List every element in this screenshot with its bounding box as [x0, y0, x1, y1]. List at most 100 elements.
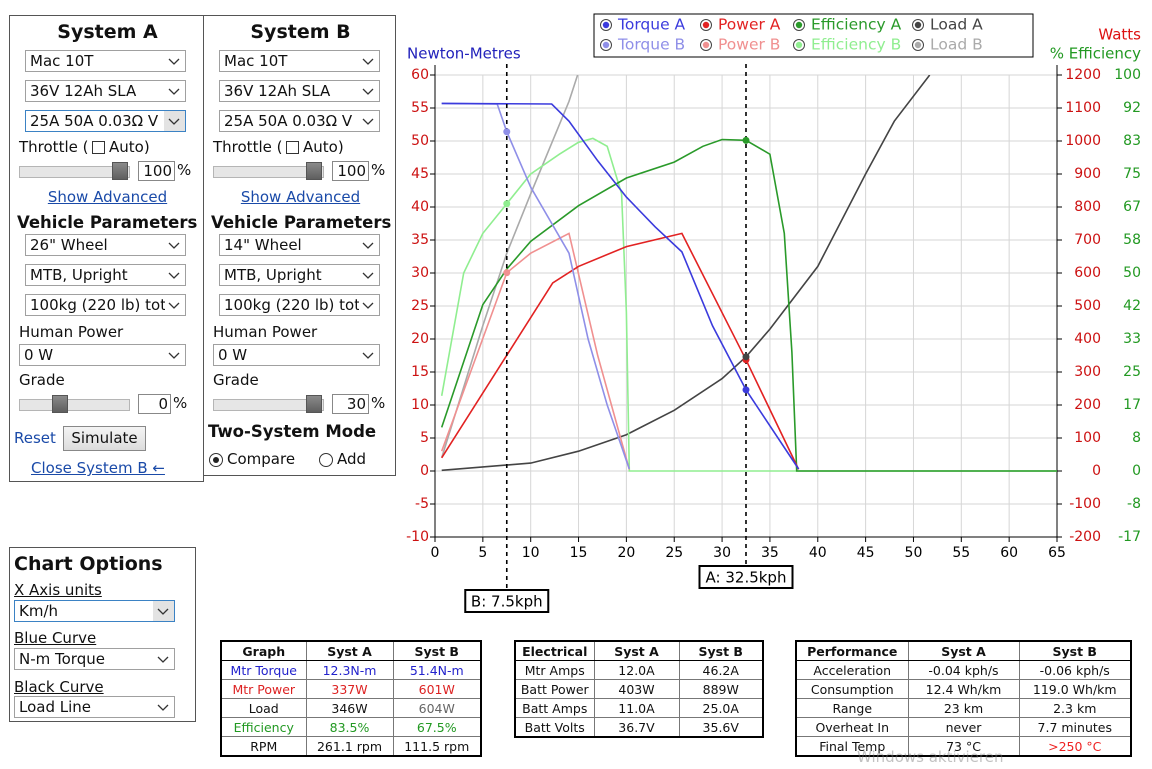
dropdown-arrow — [168, 58, 180, 65]
cursor-marker — [742, 386, 750, 394]
dropdown-button — [164, 111, 185, 131]
legend-label: Torque A — [617, 16, 686, 34]
auto-checkbox[interactable] — [286, 141, 299, 154]
y2-tick-label: 700 — [1074, 232, 1101, 248]
dropdown-value: 0 W — [24, 346, 54, 364]
slider[interactable] — [213, 395, 324, 413]
reset-link[interactable]: Reset — [14, 429, 56, 447]
cursor-marker — [742, 136, 750, 144]
y2-tick-label: 1200 — [1065, 67, 1101, 83]
y2-tick-label: 400 — [1074, 331, 1101, 347]
dropdown[interactable]: 36V 12Ah SLA — [25, 80, 186, 102]
y-tick-label: 5 — [420, 430, 429, 446]
auto-checkbox[interactable] — [92, 141, 105, 154]
percent-sign: % — [177, 161, 192, 179]
header-row: Performance Syst A Syst B — [795, 640, 1132, 661]
text-input[interactable]: 100 — [138, 161, 175, 181]
dropdown-value: 25A 50A 0.03Ω V — [224, 112, 353, 130]
dropdown[interactable]: Mac 10T — [25, 50, 186, 72]
dropdown[interactable]: Mac 10T — [219, 50, 380, 72]
section-title: Vehicle Parameters — [211, 213, 392, 232]
show-advanced-link[interactable]: Show Advanced — [240, 188, 361, 206]
cursor-label: A: 32.5kph — [706, 569, 787, 587]
slider-track — [213, 166, 324, 178]
add-label: Add — [337, 450, 367, 468]
arrow-shape — [362, 242, 374, 249]
y3-tick-label: -17 — [1118, 529, 1141, 545]
legend-label: Efficiency A — [811, 16, 902, 34]
dropdown-arrow — [168, 118, 180, 125]
table-cell: 604W — [392, 698, 482, 718]
dropdown[interactable]: 100kg (220 lb) tot — [25, 294, 186, 316]
slider-thumb — [306, 395, 322, 413]
x-tick-label: 55 — [952, 545, 970, 561]
table-row: Final Temp 73 °C >250 °C — [795, 736, 1132, 757]
percent-sign: % — [371, 161, 386, 179]
text-input[interactable]: 0 — [138, 394, 171, 414]
close-system-b-link[interactable]: Close System B ← — [31, 459, 165, 477]
slider[interactable] — [19, 162, 130, 180]
dropdown[interactable]: 26" Wheel — [25, 234, 186, 256]
y3-axis-title: % Efficiency — [1050, 45, 1141, 63]
table-row: Consumption 12.4 Wh/km 119.0 Wh/km — [795, 679, 1132, 699]
text-input[interactable]: 30 — [332, 394, 369, 414]
legend-swatch — [914, 21, 922, 29]
table-cell: 889W — [678, 679, 764, 699]
cursor-marker — [503, 269, 511, 277]
x-tick-label: 10 — [522, 545, 540, 561]
x-tick-label: 30 — [713, 545, 731, 561]
table-cell: -0.06 kph/s — [1018, 660, 1132, 680]
dropdown-arrow — [157, 656, 169, 663]
y-tick-label: 15 — [411, 364, 429, 380]
table-row: Load 346W 604W — [220, 698, 482, 718]
table-cell: 119.0 Wh/km — [1018, 679, 1132, 699]
dropdown[interactable]: 25A 50A 0.03Ω V — [219, 110, 380, 132]
table-row: Range 23 km 2.3 km — [795, 698, 1132, 718]
y3-tick-label: 83 — [1123, 133, 1141, 149]
slider[interactable] — [19, 395, 130, 413]
slider[interactable] — [213, 162, 324, 180]
table-row: Mtr Amps 12.0A 46.2A — [514, 660, 764, 680]
y-tick-label: 50 — [411, 133, 429, 149]
arrow-shape — [157, 704, 169, 711]
dropdown-value: MTB, Upright — [224, 266, 322, 284]
dropdown[interactable]: MTB, Upright — [25, 264, 186, 286]
dropdown[interactable]: 100kg (220 lb) tot — [219, 294, 380, 316]
slider-track — [19, 166, 130, 178]
dropdown-arrow — [168, 242, 180, 249]
y2-tick-label: 900 — [1074, 166, 1101, 182]
dropdown[interactable]: N-m Torque — [14, 648, 175, 670]
radio-button[interactable] — [319, 453, 333, 467]
grade-label: Grade — [19, 371, 65, 389]
show-advanced-link[interactable]: Show Advanced — [47, 188, 168, 206]
table-cell: 36.7V — [593, 717, 680, 738]
dropdown[interactable]: Km/h — [14, 600, 175, 622]
text-input[interactable]: 100 — [332, 161, 369, 181]
legend-label: Load B — [930, 36, 983, 54]
grade-label: Grade — [213, 371, 259, 389]
mode-title: Two-System Mode — [208, 422, 377, 441]
dropdown-arrow — [362, 272, 374, 279]
x-tick-label: 50 — [905, 545, 923, 561]
dropdown[interactable]: MTB, Upright — [219, 264, 380, 286]
dropdown[interactable]: 14" Wheel — [219, 234, 380, 256]
arrow-shape — [168, 242, 180, 249]
cursor-label: B: 7.5kph — [471, 593, 543, 611]
percent-sign: % — [173, 394, 188, 412]
table-cell: 67.5% — [392, 717, 482, 737]
y2-axis-title: Watts — [1098, 26, 1141, 44]
dropdown-arrow — [362, 242, 374, 249]
dropdown[interactable]: 0 W — [213, 344, 380, 366]
y-tick-label: 45 — [411, 166, 429, 182]
dropdown-value: 25A 50A 0.03Ω V — [30, 112, 159, 130]
radio-button[interactable] — [209, 453, 223, 467]
table-cell: 11.0A — [593, 698, 680, 718]
dropdown[interactable]: 36V 12Ah SLA — [219, 80, 380, 102]
dropdown[interactable]: Load Line — [14, 696, 175, 718]
arrow-shape — [362, 118, 374, 125]
dropdown-arrow — [168, 88, 180, 95]
dropdown[interactable]: 0 W — [19, 344, 186, 366]
simulate-button[interactable]: Simulate — [63, 426, 146, 451]
y-tick-label: 40 — [411, 199, 429, 215]
dropdown[interactable]: 25A 50A 0.03Ω V — [25, 110, 186, 132]
